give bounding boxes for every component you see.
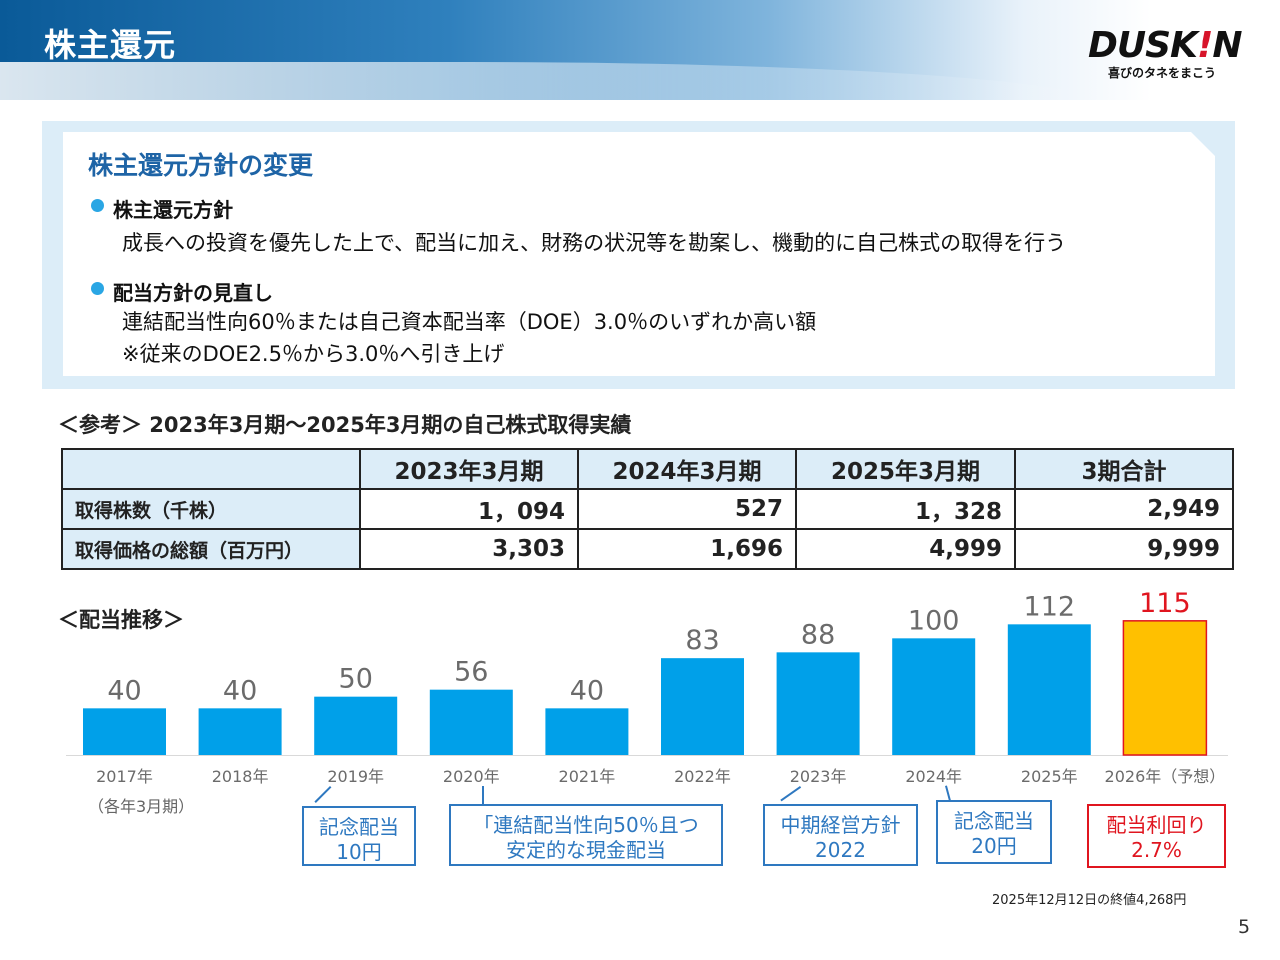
- table-cell: 4,999: [795, 528, 1016, 570]
- bar-value-label: 112: [1024, 591, 1076, 622]
- logo-word-right: N: [1212, 25, 1242, 66]
- bar-value-label: 88: [801, 619, 835, 650]
- x-tick-label: 2018年: [212, 767, 269, 786]
- bar-value-label: 115: [1139, 588, 1191, 619]
- callout-line: 配当利回り: [1106, 813, 1207, 837]
- callout-line: 中期経営方針: [780, 813, 901, 837]
- bullet-dot-icon: [91, 199, 104, 212]
- dividend-title: ＜配当推移＞: [58, 608, 184, 632]
- bar: [198, 708, 282, 755]
- callout-dividend-yield: 配当利回り 2.7%: [1087, 804, 1226, 868]
- policy-item-text: ※従来のDOE2.5％から3.0％へ引き上げ: [122, 342, 505, 366]
- table-header-cell: [61, 448, 361, 490]
- logo-word-bang: !: [1196, 25, 1213, 66]
- bar-value-label: 40: [223, 675, 257, 706]
- table-header-cell: 3期合計: [1014, 448, 1234, 490]
- policy-item-title: 株主還元方針: [113, 198, 233, 222]
- buyback-table: 2023年3月期 2024年3月期 2025年3月期 3期合計 取得株数（千株）…: [61, 448, 1234, 570]
- bar-value-label: 83: [685, 625, 719, 656]
- bar-forecast: [1122, 620, 1208, 756]
- table-header-cell: 2025年3月期: [795, 448, 1016, 490]
- x-tick-label: 2020年: [443, 767, 500, 786]
- bullet-dot-icon: [91, 282, 104, 295]
- callout-line: 「連結配当性向50％且つ: [473, 813, 699, 837]
- reference-title: ＜参考＞ 2023年3月期～2025年3月期の自己株式取得実績: [58, 413, 632, 437]
- table-cell: 9,999: [1014, 528, 1234, 570]
- table-row: 取得価格の総額（百万円） 3,303 1,696 4,999 9,999: [61, 528, 1234, 570]
- policy-item-text: 連結配当性向60％または自己資本配当率（DOE）3.0％のいずれか高い額: [122, 310, 817, 334]
- table-cell: 3,303: [359, 528, 579, 570]
- bar: [776, 652, 860, 755]
- policy-item-title: 配当方針の見直し: [113, 281, 273, 305]
- callout-commemorative-10: 記念配当 10円: [302, 806, 416, 866]
- bar: [314, 696, 398, 755]
- logo-tagline: 喜びのタネをまこう: [1108, 66, 1217, 80]
- page-title: 株主還元: [44, 26, 177, 64]
- callout-midterm-plan: 中期経営方針 2022: [763, 804, 918, 866]
- table-cell: 2,949: [1014, 488, 1234, 530]
- bar: [892, 638, 976, 755]
- table-header-cell: 2023年3月期: [359, 448, 579, 490]
- table-cell: 1,696: [577, 528, 797, 570]
- callout-line: 記念配当: [319, 815, 399, 839]
- table-cell: 1，094: [359, 488, 579, 530]
- bar-value-label: 56: [454, 657, 488, 688]
- price-note: 2025年12月12日の終値4,268円: [992, 893, 1187, 908]
- policy-heading: 株主還元方針の変更: [88, 151, 314, 180]
- bar: [661, 658, 744, 755]
- callout-line: 20円: [971, 834, 1017, 858]
- callout-line: 記念配当: [954, 809, 1034, 833]
- policy-item-text: 成長への投資を優先した上で、配当に加え、財務の状況等を勘案し、機動的に自己株式の…: [122, 231, 1067, 255]
- x-tick-label: 2017年: [96, 767, 153, 786]
- table-cell: 527: [577, 488, 797, 530]
- x-tick-label: 2022年: [674, 767, 731, 786]
- callout-leader-line: [482, 786, 484, 806]
- table-header-cell: 2024年3月期: [577, 448, 797, 490]
- callout-line: 10円: [336, 840, 382, 864]
- callout-payout-policy: 「連結配当性向50％且つ 安定的な現金配当: [449, 804, 723, 866]
- period-note: （各年3月期）: [88, 797, 195, 816]
- duskin-logo: DUSK!N 喜びのタネをまこう: [1088, 26, 1248, 86]
- bar: [83, 708, 166, 755]
- logo-word-left: DUSK: [1088, 25, 1198, 66]
- x-tick-label: 2021年: [559, 767, 616, 786]
- callout-line: 安定的な現金配当: [506, 838, 666, 862]
- logo-wordmark: DUSK!N: [1088, 26, 1248, 66]
- bar-value-label: 50: [339, 664, 373, 695]
- table-row-label: 取得価格の総額（百万円）: [61, 528, 361, 570]
- bar: [429, 689, 513, 755]
- x-tick-label: 2026年（予想）: [1105, 767, 1226, 786]
- table-row-label: 取得株数（千株）: [61, 488, 361, 530]
- x-tick-label: 2025年: [1021, 767, 1078, 786]
- policy-box-inner: [63, 132, 1215, 376]
- callout-commemorative-20: 記念配当 20円: [936, 800, 1052, 864]
- table-header-row: 2023年3月期 2024年3月期 2025年3月期 3期合計: [61, 448, 1234, 490]
- table-cell: 1，328: [795, 488, 1016, 530]
- bar: [545, 708, 629, 755]
- page-number: 5: [1238, 916, 1251, 938]
- x-tick-label: 2019年: [327, 767, 384, 786]
- table-row: 取得株数（千株） 1，094 527 1，328 2,949: [61, 488, 1234, 530]
- bar-value-label: 40: [570, 675, 604, 706]
- x-tick-label: 2024年: [905, 767, 962, 786]
- bar-value-label: 40: [107, 675, 141, 706]
- x-tick-label: 2023年: [790, 767, 847, 786]
- callout-line: 2.7%: [1131, 838, 1182, 862]
- bar: [1007, 624, 1091, 755]
- callout-line: 2022: [815, 838, 866, 862]
- bar-value-label: 100: [908, 605, 960, 636]
